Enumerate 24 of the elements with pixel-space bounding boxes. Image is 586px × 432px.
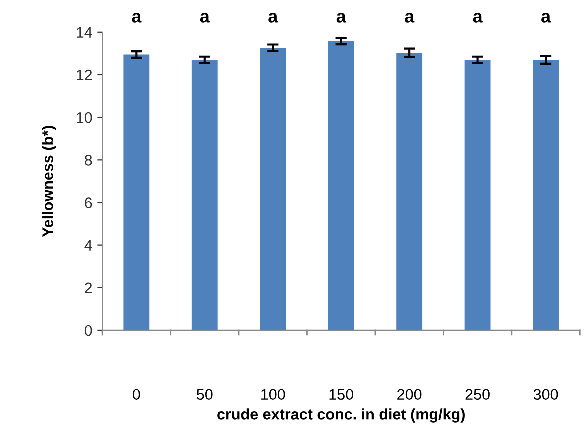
- data-label: a: [473, 12, 483, 23]
- x-tick-label: 50: [197, 389, 213, 400]
- x-tick-label: 200: [398, 389, 422, 400]
- y-tick-label: 2: [85, 282, 92, 294]
- y-axis-title: Yellowness (b*): [42, 126, 56, 238]
- data-label: a: [200, 12, 210, 23]
- y-tick-label: 4: [84, 240, 92, 251]
- data-label: a: [132, 12, 142, 23]
- x-tick-label: 0: [133, 389, 140, 400]
- data-label: a: [336, 12, 346, 23]
- y-tick-label: 14: [77, 27, 92, 38]
- x-axis-title: crude extract conc. in diet (mg/kg): [218, 408, 465, 423]
- data-label: a: [542, 12, 552, 23]
- y-tick-label: 12: [77, 70, 92, 81]
- data-label: a: [268, 12, 278, 23]
- x-tick-label: 250: [466, 389, 490, 400]
- y-tick-label: 10: [77, 112, 92, 124]
- y-tick-label: 8: [84, 155, 92, 166]
- y-tick-label: 6: [85, 198, 92, 208]
- x-tick-label: 100: [262, 389, 286, 400]
- x-tick-label: 150: [330, 389, 354, 400]
- y-tick-label: 0: [84, 325, 92, 336]
- x-tick-label: 300: [534, 389, 558, 400]
- data-label: a: [405, 12, 415, 23]
